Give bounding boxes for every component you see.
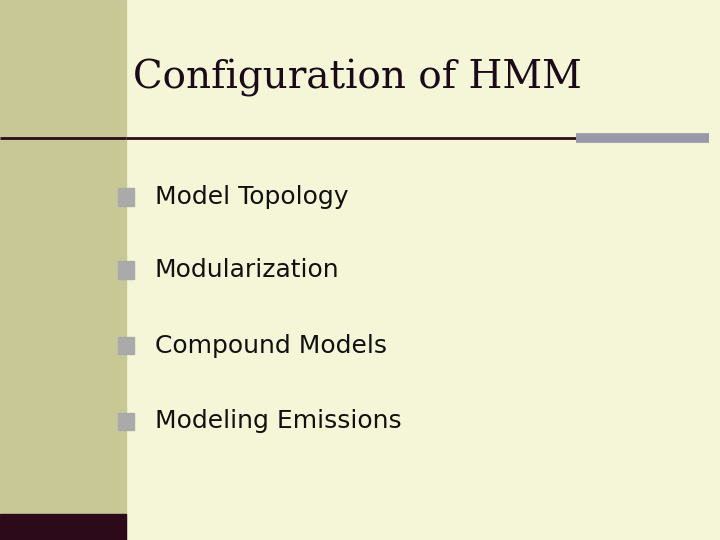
Text: Configuration of HMM: Configuration of HMM — [133, 59, 582, 97]
Bar — [0, 0, 126, 540]
Text: Compound Models: Compound Models — [155, 334, 387, 357]
Bar — [118, 337, 134, 354]
Text: Model Topology: Model Topology — [155, 185, 348, 209]
Bar — [118, 261, 134, 279]
Text: Modeling Emissions: Modeling Emissions — [155, 409, 402, 433]
Bar — [118, 188, 134, 206]
Bar — [118, 413, 134, 430]
Text: Modularization: Modularization — [155, 258, 339, 282]
Bar — [0, 514, 126, 540]
